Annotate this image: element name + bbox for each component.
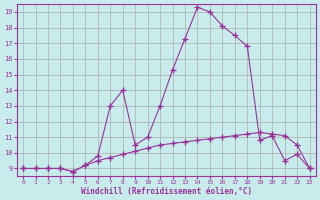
X-axis label: Windchill (Refroidissement éolien,°C): Windchill (Refroidissement éolien,°C) [81, 187, 252, 196]
